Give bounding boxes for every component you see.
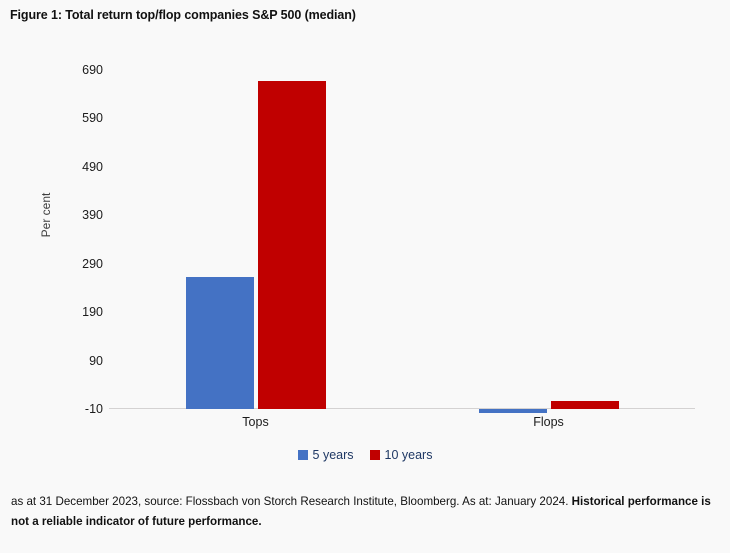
y-axis-tick-label: 690 [82,63,103,77]
y-axis-tick-label: 190 [82,305,103,320]
y-axis-tick-label: 590 [82,111,103,126]
y-axis-tick-label: 490 [82,159,103,174]
y-axis-tick-label: 290 [82,256,103,271]
x-axis-tick-label-flops: Flops [533,415,564,429]
y-axis-labels: 690 590 490 390 290 190 90 -10 [39,63,103,416]
y-axis-tick-label: 90 [89,353,103,368]
legend-label: 10 years [384,448,433,462]
x-axis-line [109,408,695,409]
x-axis-labels: Tops Flops [109,415,695,437]
legend-item-10-years[interactable]: 10 years [369,448,433,462]
footnote-disclaimer-text: Historical performance is not a reliable… [11,495,711,528]
y-axis-tick-label: 390 [82,208,103,223]
bar-flops-10-years[interactable] [550,401,619,409]
bar-flops-5-years[interactable] [478,409,547,413]
legend-label: 5 years [312,448,354,462]
legend-swatch-icon [369,450,380,460]
y-axis-tick-label: -10 [84,402,103,416]
chart-container: Per cent 690 590 490 390 290 190 90 -10 … [0,40,730,462]
legend-item-5-years[interactable]: 5 years [297,448,354,462]
plot-region [109,70,695,413]
page-title: Figure 1: Total return top/flop companie… [10,8,356,22]
bar-tops-5-years[interactable] [185,277,254,409]
chart-legend: 5 years 10 years [0,448,730,462]
legend-swatch-icon [297,450,308,460]
x-axis-tick-label-tops: Tops [242,415,269,429]
source-footnote: as at 31 December 2023, source: Flossbac… [11,492,721,532]
footnote-source-text: as at 31 December 2023, source: Flossbac… [11,495,572,508]
bar-tops-10-years[interactable] [257,81,326,409]
